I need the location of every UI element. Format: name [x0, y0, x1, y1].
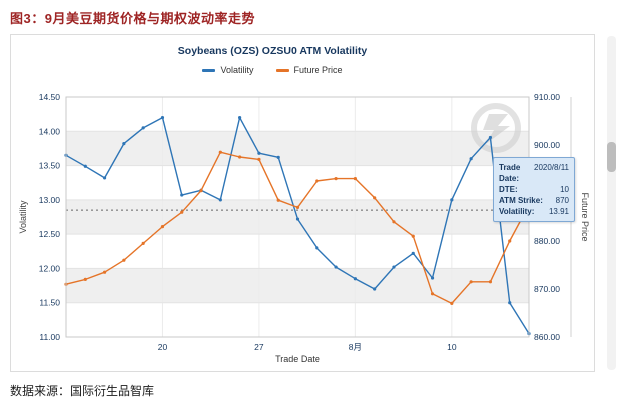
data-point-marker: [334, 177, 338, 181]
legend-label-future-price: Future Price: [293, 65, 343, 75]
data-point-marker: [83, 164, 87, 168]
y-left-tick-label: 13.50: [39, 161, 61, 171]
data-point-marker: [238, 115, 242, 120]
data-point-marker: [353, 177, 357, 181]
data-point-marker: [430, 276, 435, 280]
data-point-marker: [102, 176, 107, 180]
data-point-marker: [373, 287, 377, 291]
x-tick-label: 8月: [349, 342, 362, 352]
plot-band: [66, 131, 529, 166]
data-point-marker: [141, 241, 145, 245]
tooltip-value: 2020/8/11: [534, 163, 569, 172]
tooltip: Trade Date: 2020/8/11 DTE: 10 ATM Strike…: [493, 157, 575, 222]
chart-panel: 20 27 8月 10 14.50 14.00 13.50 13.00 12.50 12.00 11…: [10, 34, 595, 372]
plot-band: [66, 268, 529, 303]
x-tick-label: 27: [254, 342, 264, 352]
data-point-marker: [315, 179, 319, 183]
tooltip-value: 10: [560, 185, 569, 194]
y-right-tick-label: 880.00: [534, 236, 560, 246]
data-point-marker: [450, 198, 454, 202]
legend: Volatility Future Price: [11, 65, 534, 75]
tooltip-value: 870: [555, 196, 569, 205]
legend-item-future-price[interactable]: Future Price: [275, 65, 343, 75]
y-left-tick-label: 14.50: [39, 92, 61, 102]
data-point-marker: [373, 196, 377, 200]
data-point-marker: [180, 210, 184, 214]
scrollbar-track[interactable]: [607, 36, 616, 370]
y-left-tick-label: 13.00: [39, 195, 61, 205]
data-point-marker: [295, 205, 300, 209]
data-point-marker: [430, 292, 435, 296]
data-point-marker: [102, 270, 107, 274]
tooltip-label: ATM Strike:: [499, 196, 543, 205]
data-point-marker: [257, 151, 261, 155]
tooltip-label: DTE:: [499, 185, 518, 194]
y-right-tick-label: 910.00: [534, 92, 560, 102]
tooltip-row: DTE: 10: [499, 184, 569, 195]
data-point-marker: [160, 225, 165, 229]
data-point-marker: [218, 198, 222, 202]
chart-title: Soybeans (OZS) OZSU0 ATM Volatility: [177, 45, 368, 57]
data-point-marker: [334, 265, 338, 269]
data-point-marker: [469, 280, 473, 284]
x-tick-label: 10: [447, 342, 457, 352]
watermark-logo: [471, 103, 521, 153]
y-right-tick-label: 870.00: [534, 284, 560, 294]
data-point-marker: [122, 258, 126, 262]
data-point-marker: [392, 220, 396, 224]
scrollbar-thumb[interactable]: [607, 142, 616, 172]
data-source-text: 数据来源：国际衍生品智库: [10, 384, 155, 398]
page-title: 图3：9月美豆期货价格与期权波动率走势: [10, 11, 255, 26]
data-point-marker: [199, 189, 203, 193]
plot-area[interactable]: 20 27 8月 10 14.50 14.00 13.50 13.00 12.50 12.00 11…: [11, 35, 596, 373]
y-right-tick-label: 860.00: [534, 332, 560, 342]
data-point-marker: [238, 155, 242, 159]
tooltip-row: ATM Strike: 870: [499, 195, 569, 206]
data-point-marker: [508, 301, 512, 305]
data-point-marker: [257, 157, 261, 161]
data-point-marker: [315, 246, 319, 250]
data-point-marker: [295, 217, 300, 221]
data-point-marker: [160, 115, 165, 120]
volatility-line-marker: [202, 68, 216, 72]
tooltip-row: Trade Date: 2020/8/11: [499, 162, 569, 184]
x-axis-title: Trade Date: [275, 354, 320, 364]
data-point-marker: [276, 155, 280, 159]
data-point-marker: [411, 251, 415, 255]
y-left-axis-title: Volatility: [18, 200, 28, 234]
data-point-marker: [450, 301, 454, 305]
legend-label-volatility: Volatility: [220, 65, 254, 75]
data-point-marker: [353, 277, 357, 281]
data-point-marker: [411, 234, 415, 238]
x-tick-label: 20: [158, 342, 168, 352]
y-left-tick-label: 14.00: [39, 126, 61, 136]
y-left-tick-label: 11.50: [39, 298, 60, 308]
tooltip-label: Volatility:: [499, 207, 535, 216]
data-point-marker: [83, 277, 87, 281]
tooltip-row: Volatility: 13.91: [499, 206, 569, 217]
data-point-marker: [469, 157, 473, 161]
data-point-marker: [488, 135, 493, 140]
y-left-tick-label: 12.00: [39, 263, 61, 273]
future-price-line-marker: [275, 68, 289, 72]
plot-foreground: 20 27 8月 10 14.50 14.00 13.50 13.00 12.50 12.00 11…: [39, 92, 561, 352]
tooltip-label: Trade Date:: [499, 163, 521, 183]
data-point-marker: [488, 280, 493, 284]
data-point-marker: [180, 193, 184, 197]
y-left-tick-label: 12.50: [39, 229, 61, 239]
y-left-tick-label: 11.00: [39, 332, 60, 342]
data-point-marker: [122, 142, 126, 146]
data-point-marker: [392, 265, 396, 269]
data-point-marker: [276, 198, 280, 202]
data-point-marker: [508, 239, 512, 243]
data-point-marker: [141, 126, 145, 130]
legend-item-volatility[interactable]: Volatility: [202, 65, 254, 75]
y-right-tick-label: 900.00: [534, 140, 560, 150]
data-point-marker: [218, 150, 222, 154]
y-right-axis-title: Future Price: [580, 192, 590, 242]
tooltip-value: 13.91: [548, 207, 569, 216]
